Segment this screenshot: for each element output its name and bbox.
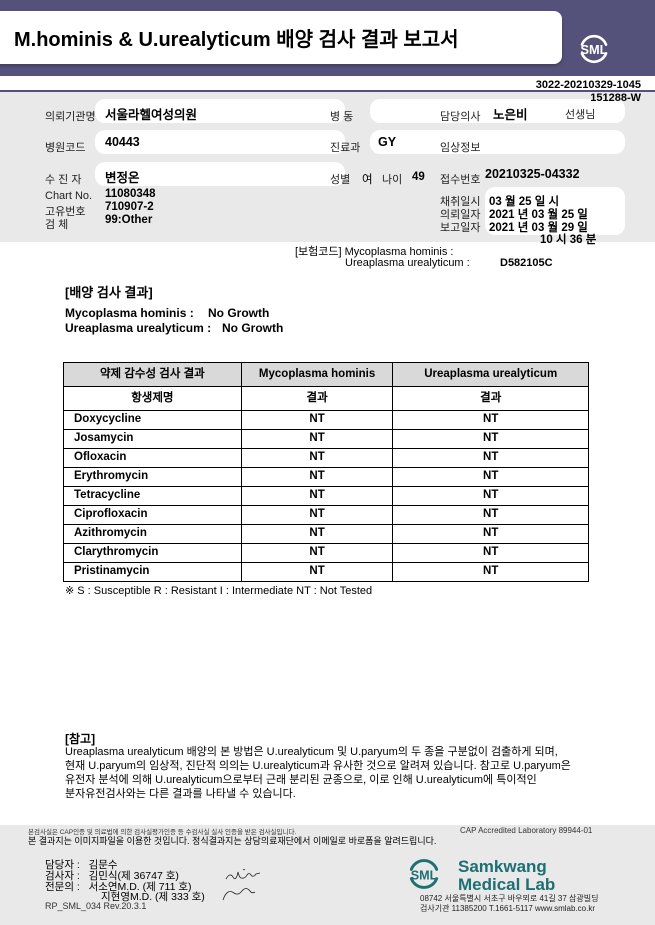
svg-text:SML: SML	[411, 868, 438, 882]
svg-text:SML: SML	[580, 42, 607, 57]
